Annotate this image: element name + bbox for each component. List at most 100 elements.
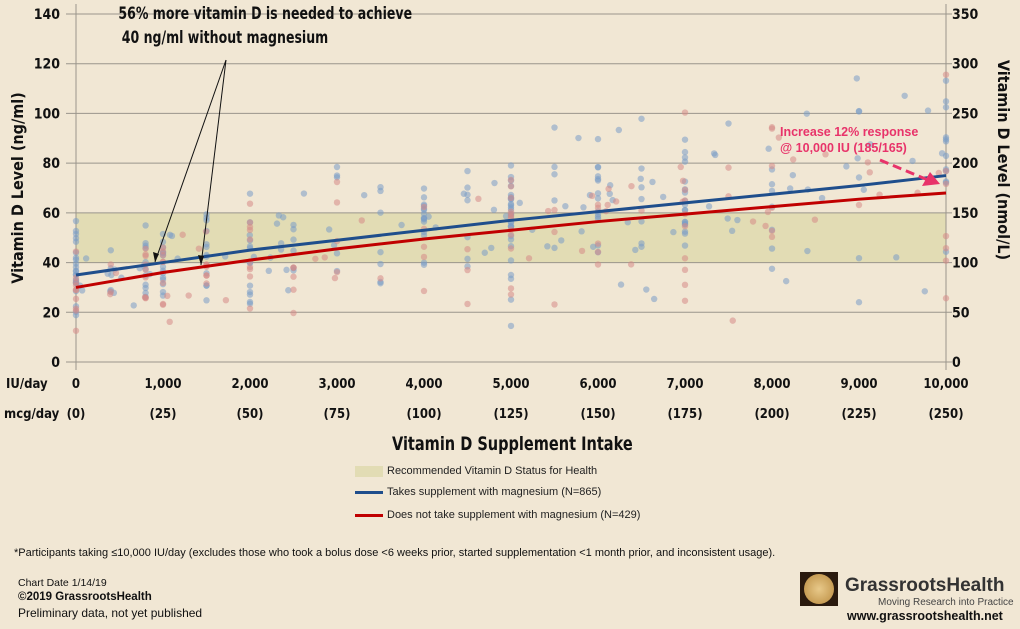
data-point — [321, 254, 328, 261]
data-point — [594, 177, 602, 184]
legend-blue-swatch — [355, 490, 383, 494]
data-point — [544, 243, 551, 250]
data-point — [159, 244, 167, 251]
y-tick-left: 140 — [34, 7, 61, 23]
data-point — [290, 309, 297, 317]
data-point — [681, 186, 689, 194]
data-point — [331, 274, 339, 282]
annotation-right: Increase 12% response @ 10,000 IU (185/1… — [780, 124, 918, 156]
data-point — [475, 195, 482, 203]
y-tick-right: 300 — [952, 57, 979, 73]
data-point — [867, 141, 874, 148]
y-tick-left: 60 — [42, 206, 60, 222]
data-point — [768, 245, 776, 252]
data-point — [545, 207, 552, 215]
data-point — [638, 165, 645, 172]
data-point — [617, 281, 625, 288]
data-point — [677, 163, 684, 171]
data-point — [290, 264, 297, 271]
data-point — [507, 257, 515, 264]
data-point — [507, 245, 515, 252]
data-point — [681, 222, 689, 230]
data-point — [507, 291, 515, 298]
data-point — [246, 282, 254, 289]
data-point — [551, 206, 558, 214]
data-point — [420, 203, 428, 211]
data-point — [803, 110, 810, 117]
data-point — [72, 260, 80, 267]
data-point — [72, 295, 80, 303]
data-point — [681, 136, 689, 143]
data-point — [333, 199, 341, 206]
data-point — [638, 218, 645, 225]
data-point — [594, 190, 602, 197]
data-point — [464, 300, 471, 308]
data-point — [420, 287, 428, 295]
annotation-top-line2: 40 ng/ml without magnesium — [121, 28, 329, 48]
data-point — [464, 266, 471, 274]
data-point — [420, 216, 428, 223]
data-point — [142, 245, 149, 252]
annotation-dashed-arrow — [879, 158, 929, 182]
annotation-right-line2: @ 10,000 IU (185/165) — [780, 141, 907, 155]
x-row-label-mcg: mcg/day — [4, 407, 60, 422]
x-tick-iu: 8,000 — [754, 377, 791, 392]
data-point — [72, 248, 80, 255]
data-point — [481, 249, 488, 256]
annotation-top-line1: 56% more vitamin D is needed to achieve — [118, 4, 413, 24]
data-point — [72, 327, 80, 334]
data-point — [246, 223, 254, 231]
data-point — [246, 219, 254, 226]
data-point — [551, 244, 558, 252]
data-point — [789, 171, 797, 179]
data-point — [762, 222, 769, 230]
data-point — [246, 273, 254, 280]
data-point — [246, 236, 254, 243]
chart-date: Chart Date 1/14/19 — [18, 577, 107, 589]
data-point — [643, 286, 650, 293]
y-tick-left: 40 — [42, 256, 60, 272]
data-point — [811, 216, 819, 223]
data-point — [507, 210, 515, 218]
data-point — [768, 187, 776, 195]
x-tick-iu: 6,000 — [580, 377, 617, 392]
legend-series-magnesium: Takes supplement with magnesium (N=865) — [355, 486, 601, 498]
data-point — [166, 318, 173, 326]
y-axis-label-right: Vitamin D Level (nmol/L) — [994, 60, 1013, 260]
data-point — [290, 221, 297, 229]
data-point — [681, 266, 689, 274]
data-point — [860, 186, 868, 193]
data-point — [246, 298, 254, 306]
data-point — [924, 107, 932, 114]
data-point — [72, 279, 80, 286]
data-point — [670, 228, 677, 236]
data-point — [681, 297, 689, 304]
data-point — [203, 280, 210, 287]
data-point — [72, 217, 80, 225]
data-point — [72, 305, 80, 312]
y-tick-right: 350 — [952, 7, 979, 23]
data-point — [333, 163, 341, 171]
arrowhead-icon — [153, 252, 159, 262]
x-tick-mcg: (50) — [237, 407, 264, 422]
x-axis-title: Vitamin D Supplement Intake — [392, 433, 633, 455]
x-tick-iu: 10,000 — [923, 377, 968, 392]
y-axis-label-left: Vitamin D Level (ng/ml) — [8, 92, 27, 283]
data-point — [203, 211, 210, 218]
x-tick-mcg: (150) — [580, 407, 615, 422]
data-point — [78, 287, 86, 294]
data-point — [490, 206, 498, 213]
data-point — [185, 292, 192, 299]
data-point — [377, 209, 384, 216]
status-note: Preliminary data, not yet published — [18, 606, 203, 620]
x-tick-mcg: (25) — [150, 407, 177, 422]
data-point — [724, 215, 731, 222]
data-point — [142, 222, 149, 229]
data-point — [901, 92, 908, 99]
data-point — [464, 167, 471, 175]
data-point — [562, 202, 569, 210]
data-point — [843, 163, 850, 170]
data-point — [142, 281, 149, 288]
data-point — [491, 179, 498, 187]
data-point — [72, 254, 80, 261]
